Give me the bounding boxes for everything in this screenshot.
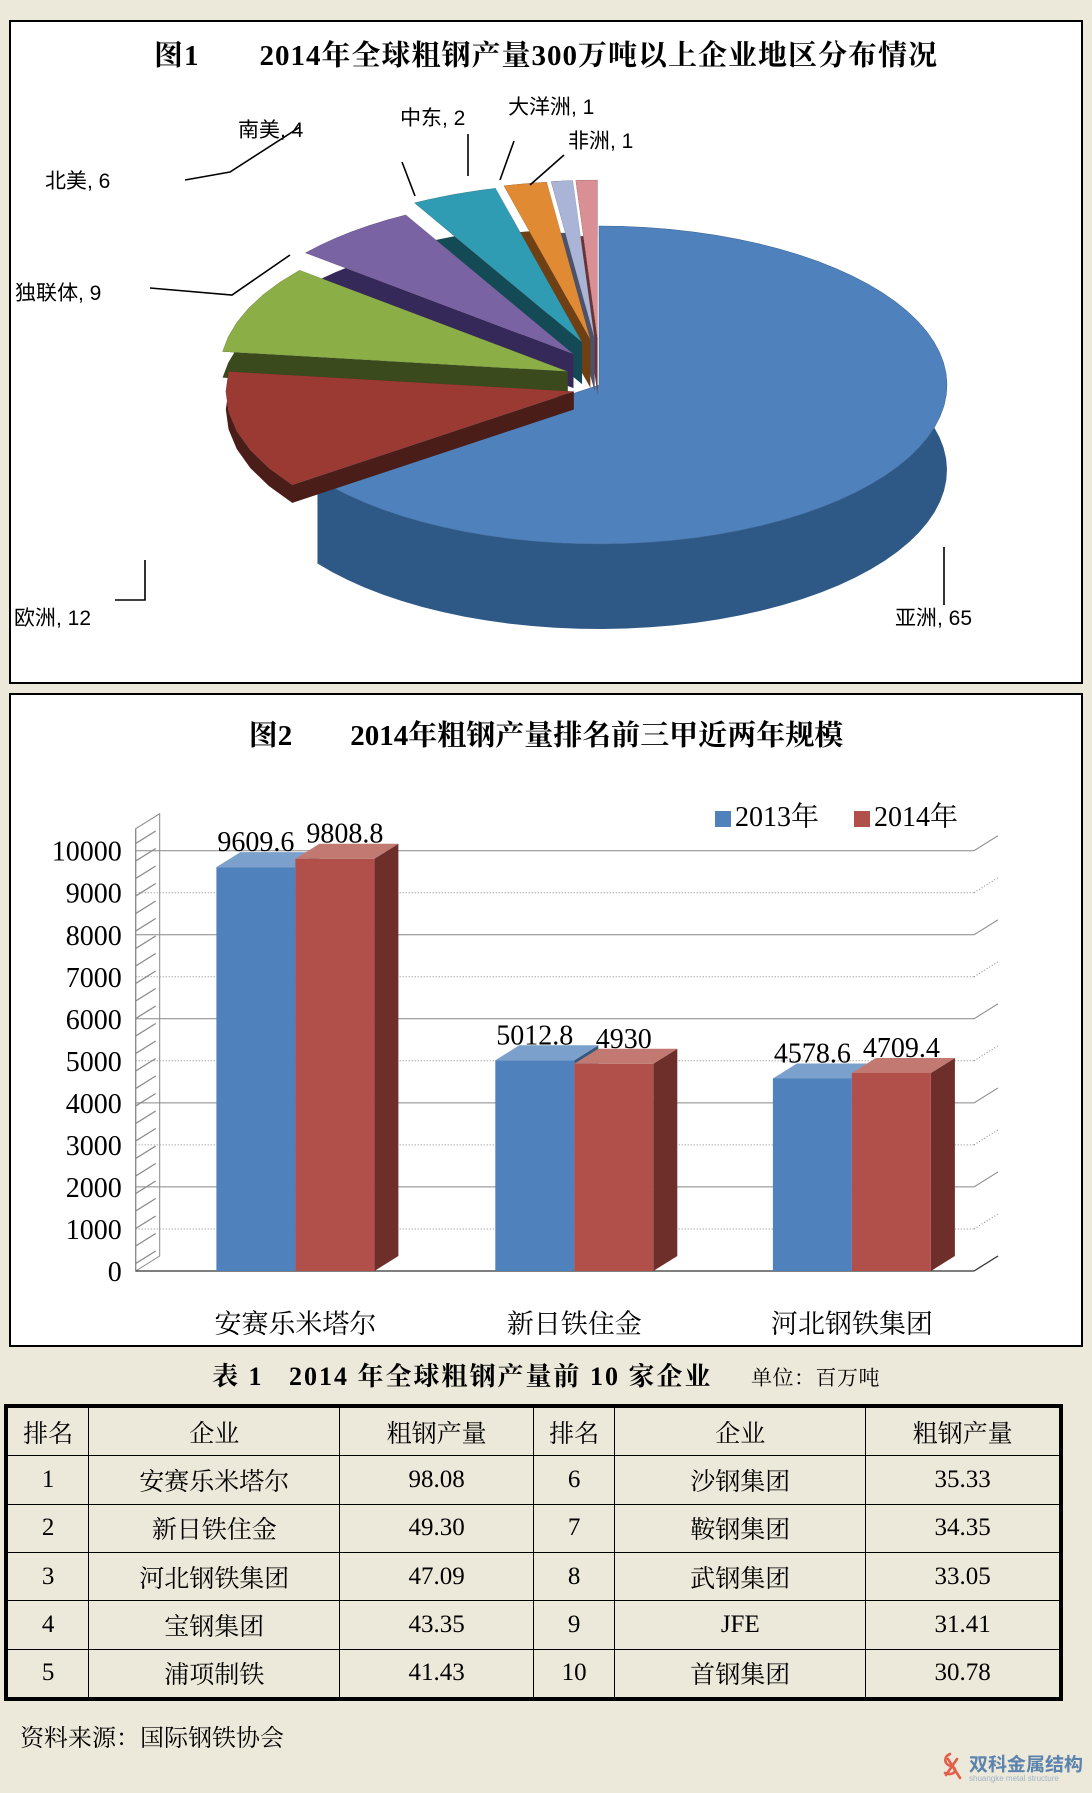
svg-text:2000: 2000 — [66, 1173, 122, 1204]
svg-text:2013年: 2013年 — [735, 802, 819, 833]
svg-text:0: 0 — [108, 1257, 122, 1288]
svg-text:9808.8: 9808.8 — [306, 819, 383, 850]
svg-text:安赛乐米塔尔: 安赛乐米塔尔 — [214, 1309, 376, 1339]
svg-text:2014年: 2014年 — [874, 802, 958, 833]
svg-text:9609.6: 9609.6 — [217, 827, 294, 858]
svg-text:shuangke metal structure: shuangke metal structure — [969, 1774, 1059, 1783]
svg-text:9000: 9000 — [66, 879, 122, 910]
svg-text:双科金属结构: 双科金属结构 — [969, 1754, 1083, 1776]
svg-text:6000: 6000 — [66, 1005, 122, 1036]
svg-text:5012.8: 5012.8 — [496, 1020, 573, 1051]
svg-text:4709.4: 4709.4 — [863, 1033, 940, 1064]
svg-text:4000: 4000 — [66, 1089, 122, 1120]
svg-text:3000: 3000 — [66, 1131, 122, 1162]
svg-text:8000: 8000 — [66, 921, 122, 952]
svg-text:4578.6: 4578.6 — [774, 1039, 851, 1070]
svg-text:1000: 1000 — [66, 1215, 122, 1246]
svg-text:7000: 7000 — [66, 963, 122, 994]
svg-text:河北钢铁集团: 河北钢铁集团 — [771, 1309, 933, 1339]
svg-text:10000: 10000 — [52, 837, 122, 868]
svg-text:4930: 4930 — [596, 1024, 652, 1055]
svg-text:5000: 5000 — [66, 1047, 122, 1078]
svg-text:新日铁住金: 新日铁住金 — [507, 1309, 642, 1339]
svg-text:图2 2014年粗钢产量排名前三甲近两年规模: 图2 2014年粗钢产量排名前三甲近两年规模 — [249, 720, 844, 752]
